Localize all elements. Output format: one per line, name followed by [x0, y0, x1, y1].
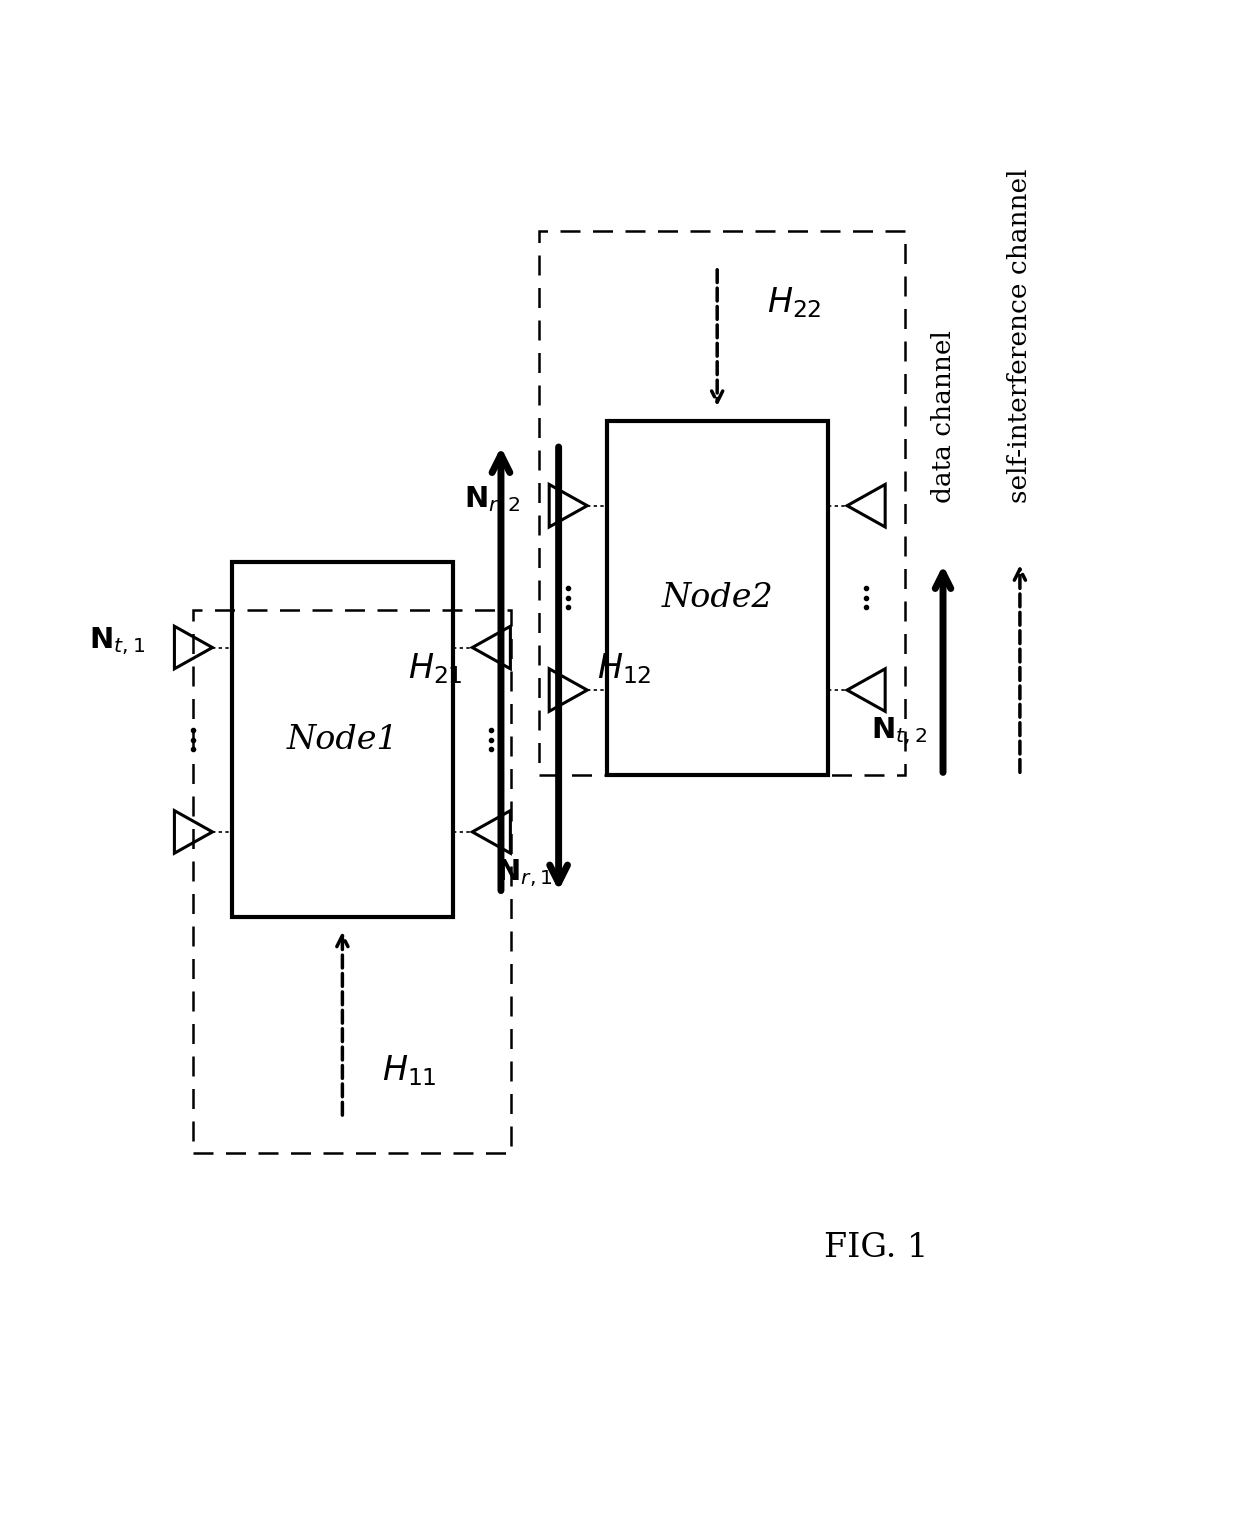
- Text: $H_{11}$: $H_{11}$: [382, 1053, 436, 1088]
- Text: self-interference channel: self-interference channel: [1007, 169, 1033, 503]
- Text: $\mathbf{N}_{r,1}$: $\mathbf{N}_{r,1}$: [496, 858, 553, 889]
- Bar: [539, 232, 905, 775]
- Text: $\mathbf{N}_{t,2}$: $\mathbf{N}_{t,2}$: [870, 715, 928, 748]
- Bar: [232, 562, 453, 916]
- Text: Node2: Node2: [661, 582, 773, 614]
- Bar: [193, 609, 511, 1153]
- Text: data channel: data channel: [930, 330, 956, 503]
- Bar: [606, 421, 828, 775]
- Text: $\mathbf{N}_{t,1}$: $\mathbf{N}_{t,1}$: [89, 626, 145, 657]
- Text: FIG. 1: FIG. 1: [823, 1233, 928, 1263]
- Text: $H_{21}$: $H_{21}$: [408, 651, 463, 686]
- Text: Node1: Node1: [286, 723, 398, 755]
- Text: $H_{12}$: $H_{12}$: [596, 651, 652, 686]
- Text: $\mathbf{N}_{r,2}$: $\mathbf{N}_{r,2}$: [464, 484, 521, 516]
- Text: $H_{22}$: $H_{22}$: [766, 286, 821, 319]
